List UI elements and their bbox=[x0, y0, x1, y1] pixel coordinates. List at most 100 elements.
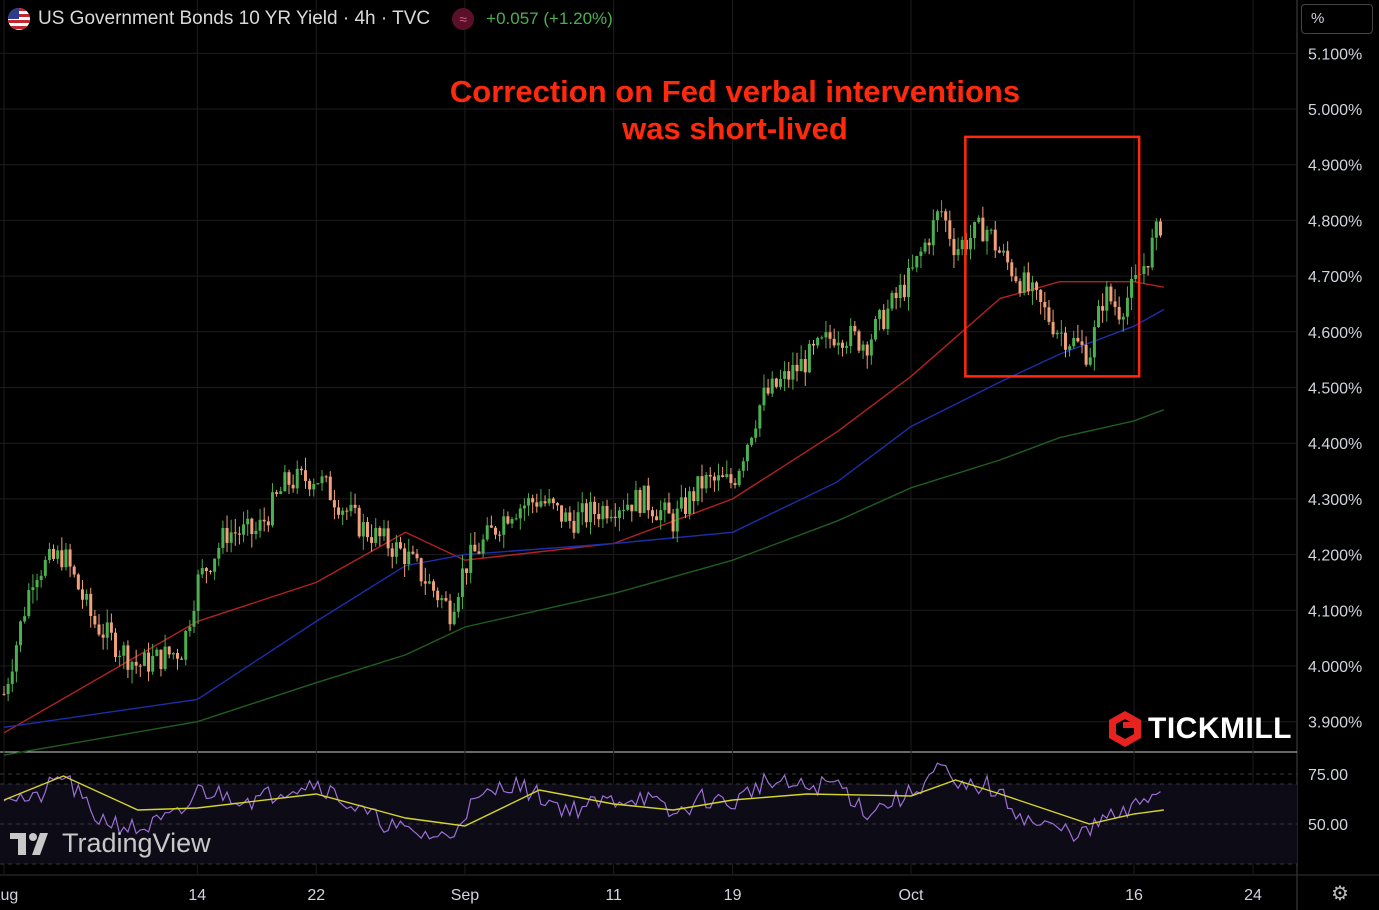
candle-body bbox=[155, 649, 159, 656]
price-tick-label: 4.400% bbox=[1308, 436, 1362, 453]
candle-body bbox=[551, 498, 555, 504]
time-tick-label: Aug bbox=[0, 887, 18, 904]
candle-body bbox=[717, 475, 721, 481]
candle-body bbox=[163, 646, 167, 669]
candle-body bbox=[365, 522, 369, 538]
candle-body bbox=[1088, 357, 1092, 365]
candle-body bbox=[427, 581, 431, 584]
candle-body bbox=[485, 525, 489, 540]
candle-body bbox=[295, 468, 299, 489]
candle-body bbox=[167, 646, 171, 655]
candle-body bbox=[857, 331, 861, 351]
candle-body bbox=[237, 533, 241, 535]
candle-body bbox=[733, 483, 737, 486]
candle-body bbox=[968, 237, 972, 250]
candle-body bbox=[258, 519, 262, 531]
rsi-tick-label: 50.00 bbox=[1308, 817, 1348, 834]
candle-body bbox=[572, 520, 576, 533]
highlight-box bbox=[964, 135, 1141, 378]
candle-body bbox=[948, 220, 952, 239]
candle-body bbox=[708, 474, 712, 477]
candle-body bbox=[634, 490, 638, 512]
candle-body bbox=[671, 513, 675, 532]
candle-body bbox=[1010, 262, 1014, 277]
candle-body bbox=[1039, 289, 1043, 303]
candle-body bbox=[840, 342, 844, 348]
candle-body bbox=[745, 444, 749, 462]
candle-body bbox=[64, 549, 68, 568]
tickmill-wordmark: TICKMILL bbox=[1148, 712, 1292, 745]
candle-body bbox=[778, 378, 782, 387]
candle-body bbox=[667, 502, 671, 514]
candle-body bbox=[692, 491, 696, 502]
candle-body bbox=[477, 551, 481, 554]
candle-body bbox=[981, 217, 985, 242]
candle-body bbox=[787, 371, 791, 380]
candle-body bbox=[944, 211, 948, 221]
candle-body bbox=[175, 653, 179, 659]
moving-average-blue bbox=[3, 308, 1165, 728]
candle-body bbox=[725, 474, 729, 477]
candle-body bbox=[489, 525, 493, 528]
candle-body bbox=[304, 470, 308, 481]
candle-body bbox=[386, 528, 390, 549]
price-tick-label: 4.300% bbox=[1308, 492, 1362, 509]
candle-body bbox=[147, 652, 151, 672]
candle-body bbox=[328, 476, 332, 501]
candle-body bbox=[142, 652, 146, 666]
candle-body bbox=[576, 512, 580, 533]
wave-icon[interactable]: ≈ bbox=[452, 8, 475, 30]
candle-body bbox=[766, 387, 770, 394]
candle-body bbox=[1130, 278, 1134, 298]
candle-body bbox=[597, 513, 601, 520]
candle-body bbox=[1047, 307, 1051, 322]
candle-body bbox=[353, 504, 357, 508]
candle-body bbox=[543, 501, 547, 504]
candle-body bbox=[613, 516, 617, 518]
candle-body bbox=[221, 527, 225, 548]
candle-body bbox=[1134, 274, 1138, 279]
candle-body bbox=[394, 542, 398, 557]
candle-body bbox=[1035, 282, 1039, 290]
candle-body bbox=[580, 503, 584, 513]
candle-body bbox=[448, 600, 452, 625]
candle-body bbox=[1125, 297, 1129, 317]
candle-body bbox=[361, 522, 365, 537]
candle-body bbox=[799, 358, 803, 372]
candle-body bbox=[956, 249, 960, 256]
candle-body bbox=[76, 574, 80, 590]
moving-average-red bbox=[3, 281, 1164, 734]
candle-body bbox=[700, 476, 704, 489]
candle-body bbox=[898, 284, 902, 299]
scale-selector[interactable]: % bbox=[1301, 4, 1373, 34]
gear-icon[interactable]: ⚙ bbox=[1331, 882, 1349, 905]
candle-body bbox=[196, 574, 200, 611]
candle-body bbox=[390, 548, 394, 557]
candle-body bbox=[407, 551, 411, 565]
candle-body bbox=[1146, 266, 1150, 268]
candle-body bbox=[130, 661, 134, 670]
candle-body bbox=[1097, 306, 1101, 328]
chart-header: US Government Bonds 10 YR Yield · 4h · T… bbox=[8, 5, 613, 33]
candle-body bbox=[1026, 272, 1030, 292]
candle-body bbox=[1063, 332, 1067, 350]
candle-body bbox=[878, 309, 882, 319]
candle-body bbox=[630, 504, 634, 512]
candle-body bbox=[415, 553, 419, 559]
candle-body bbox=[568, 512, 572, 521]
candle-body bbox=[242, 524, 246, 535]
candle-body bbox=[886, 308, 890, 329]
candle-body bbox=[151, 655, 155, 672]
candle-body bbox=[696, 476, 700, 502]
candle-body bbox=[1105, 286, 1109, 311]
candle-body bbox=[588, 501, 592, 523]
candle-body bbox=[812, 343, 816, 346]
time-tick-label: 24 bbox=[1244, 887, 1262, 904]
candle-body bbox=[1109, 286, 1113, 302]
time-tick-label: 16 bbox=[1125, 887, 1143, 904]
candle-body bbox=[977, 217, 981, 222]
candle-body bbox=[56, 550, 60, 559]
candle-body bbox=[890, 292, 894, 309]
candle-body bbox=[774, 378, 778, 387]
